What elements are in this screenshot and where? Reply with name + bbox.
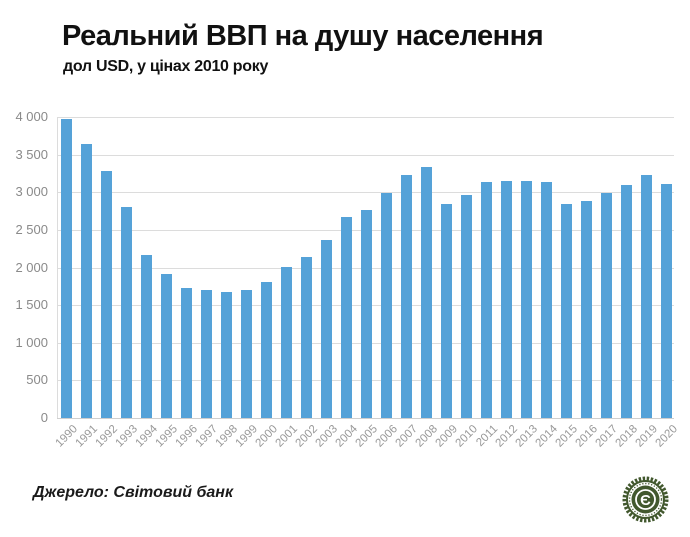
- bar-2007: [401, 175, 412, 418]
- bar-2000: [261, 282, 272, 418]
- source-note: Джерело: Світовий банк: [33, 484, 234, 501]
- x-tick-label: 2020: [653, 423, 680, 450]
- x-tick-label: 1993: [113, 423, 140, 450]
- x-tick-label: 2001: [273, 423, 300, 450]
- bar-1990: [61, 119, 72, 418]
- x-tick-label: 1998: [213, 423, 240, 450]
- x-tick-label: 1994: [133, 423, 160, 450]
- bar-2009: [441, 204, 452, 418]
- bar-1995: [161, 274, 172, 418]
- x-tick-label: 2010: [453, 423, 480, 450]
- bar-2003: [321, 240, 332, 418]
- x-tick-label: 2018: [613, 423, 640, 450]
- y-tick-label: 1 500: [15, 297, 48, 313]
- bar-1997: [201, 290, 212, 418]
- chart-subtitle: дол USD, у цінах 2010 року: [63, 58, 269, 75]
- bar-1999: [241, 290, 252, 418]
- x-tick-label: 2000: [253, 423, 280, 450]
- y-tick-label: 500: [26, 372, 48, 388]
- bar-1994: [141, 255, 152, 418]
- bar-1996: [181, 288, 192, 418]
- x-tick-label: 2013: [513, 423, 540, 450]
- bar-2002: [301, 257, 312, 418]
- bar-2015: [561, 204, 572, 418]
- bar-2016: [581, 201, 592, 418]
- bar-1991: [81, 144, 92, 418]
- x-tick-label: 2015: [553, 423, 580, 450]
- y-tick-label: 3 000: [15, 184, 48, 200]
- x-tick-label: 2011: [474, 423, 500, 449]
- bar-1998: [221, 292, 232, 418]
- x-tick-label: 2019: [633, 423, 660, 450]
- bar-2020: [661, 184, 672, 418]
- bar-1992: [101, 171, 112, 418]
- x-tick-label: 2012: [493, 423, 520, 450]
- x-tick-label: 2007: [393, 423, 420, 450]
- grid-line: [57, 418, 674, 419]
- x-tick-label: 2005: [353, 423, 380, 450]
- y-tick-label: 4 000: [15, 109, 48, 124]
- x-tick-label: 2009: [433, 423, 460, 450]
- seal-icon: Є: [622, 476, 669, 523]
- grid-line: [57, 154, 674, 156]
- x-tick-label: 1992: [93, 423, 120, 450]
- x-tick-label: 2014: [533, 423, 560, 450]
- bar-2001: [281, 267, 292, 418]
- x-tick-label: 1990: [53, 423, 80, 450]
- x-tick-label: 2016: [573, 423, 600, 450]
- y-tick-label: 0: [40, 410, 48, 425]
- plot-area: [57, 117, 674, 419]
- x-tick-label: 1995: [153, 423, 180, 450]
- y-tick-label: 2 500: [15, 221, 48, 237]
- bar-2018: [621, 185, 632, 418]
- x-tick-label: 2002: [293, 423, 320, 450]
- x-tick-label: 1997: [193, 423, 220, 450]
- bar-1993: [121, 207, 132, 418]
- x-tick-label: 2008: [413, 423, 440, 450]
- grid-line: [57, 192, 674, 194]
- x-tick-label: 1999: [233, 423, 260, 450]
- y-tick-label: 3 500: [15, 146, 48, 162]
- bar-2004: [341, 217, 352, 418]
- x-tick-label: 1991: [73, 423, 100, 450]
- bar-2011: [481, 182, 492, 418]
- bar-2008: [421, 167, 432, 418]
- x-tick-label: 1996: [173, 423, 200, 450]
- publisher-seal-logo: Є: [622, 476, 669, 523]
- x-tick-label: 2003: [313, 423, 340, 450]
- x-tick-label: 2004: [333, 423, 360, 450]
- bar-2010: [461, 195, 472, 418]
- bar-2019: [641, 175, 652, 418]
- bar-2014: [541, 182, 552, 418]
- bar-2012: [501, 181, 512, 418]
- grid-line: [57, 117, 674, 118]
- bar-2006: [381, 193, 392, 418]
- logo-letter: Є: [640, 492, 651, 509]
- x-tick-label: 2006: [373, 423, 400, 450]
- y-tick-label: 2 000: [15, 259, 48, 275]
- y-tick-label: 1 000: [15, 334, 48, 350]
- bar-2005: [361, 210, 372, 418]
- chart-title: Реальний ВВП на душу населення: [62, 20, 544, 52]
- bar-2013: [521, 181, 532, 418]
- x-tick-label: 2017: [593, 423, 620, 450]
- bar-2017: [601, 193, 612, 418]
